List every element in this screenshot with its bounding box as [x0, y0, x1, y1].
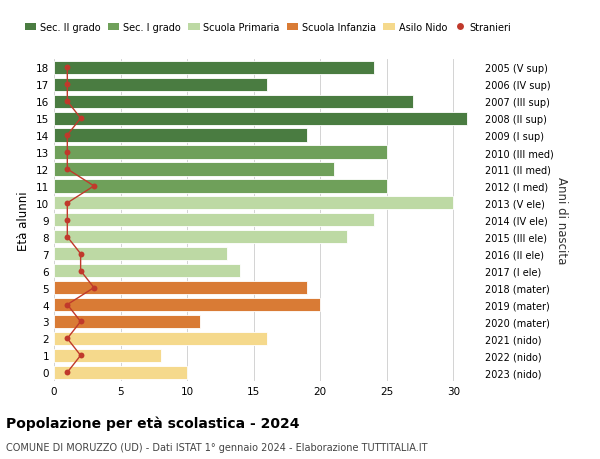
Bar [54, 146, 387, 159]
Bar [54, 62, 373, 75]
Point [89, 183, 99, 190]
Bar [54, 112, 467, 125]
Bar [54, 95, 413, 108]
Y-axis label: Anni di nascita: Anni di nascita [554, 177, 568, 264]
Point [76, 268, 85, 275]
Point [62, 369, 72, 376]
Bar [54, 129, 307, 142]
Point [62, 301, 72, 308]
Point [76, 318, 85, 325]
Point [62, 149, 72, 157]
Bar [54, 366, 187, 379]
Bar [54, 180, 387, 193]
Point [62, 234, 72, 241]
Point [76, 251, 85, 258]
Bar [54, 78, 267, 92]
Bar [54, 298, 320, 312]
Point [62, 217, 72, 224]
Legend: Sec. II grado, Sec. I grado, Scuola Primaria, Scuola Infanzia, Asilo Nido, Stran: Sec. II grado, Sec. I grado, Scuola Prim… [25, 23, 511, 33]
Point [76, 352, 85, 359]
Point [89, 284, 99, 291]
Y-axis label: Età alunni: Età alunni [17, 190, 31, 250]
Point [62, 166, 72, 173]
Point [62, 132, 72, 140]
Bar [54, 214, 373, 227]
Bar [54, 264, 241, 278]
Point [62, 200, 72, 207]
Bar [54, 197, 454, 210]
Point [62, 98, 72, 106]
Bar [54, 163, 334, 176]
Bar [54, 247, 227, 261]
Point [62, 335, 72, 342]
Bar [54, 315, 200, 328]
Bar [54, 332, 267, 345]
Text: COMUNE DI MORUZZO (UD) - Dati ISTAT 1° gennaio 2024 - Elaborazione TUTTITALIA.IT: COMUNE DI MORUZZO (UD) - Dati ISTAT 1° g… [6, 442, 427, 452]
Point [76, 115, 85, 123]
Text: Popolazione per età scolastica - 2024: Popolazione per età scolastica - 2024 [6, 415, 299, 430]
Bar [54, 281, 307, 295]
Point [62, 64, 72, 72]
Bar [54, 349, 161, 362]
Bar [54, 230, 347, 244]
Point [62, 81, 72, 89]
